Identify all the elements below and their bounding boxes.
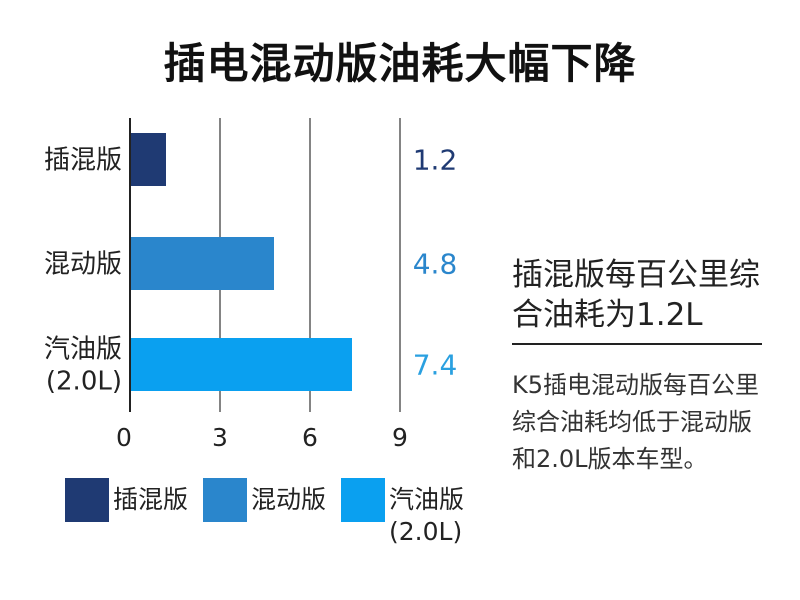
legend-label: 汽油版 (2.0L) <box>389 485 465 546</box>
chart-legend: 插混版 混动版 汽油版 (2.0L) <box>65 478 505 558</box>
category-label: 插混版 <box>44 146 122 176</box>
bar <box>130 338 352 391</box>
legend-label: 混动版 <box>251 485 327 514</box>
x-tick-label: 6 <box>302 423 318 452</box>
side-heading: 插混版每百公里综合油耗为1.2L <box>512 257 760 333</box>
legend-swatch <box>203 478 247 522</box>
value-label: 1.2 <box>413 144 458 177</box>
bar <box>130 133 166 186</box>
side-divider <box>512 343 762 345</box>
side-description: K5插电混动版每百公里综合油耗均低于混动版和2.0L版本车型。 <box>512 371 760 473</box>
legend-swatch <box>65 478 109 522</box>
category-label: 汽油版(2.0L) <box>44 335 122 397</box>
x-tick-label: 0 <box>116 423 132 452</box>
page-title: 插电混动版油耗大幅下降 <box>163 39 637 88</box>
legend-label: 插混版 <box>113 485 189 514</box>
legend-swatch <box>341 478 385 522</box>
value-label: 7.4 <box>413 349 458 382</box>
x-tick-label: 9 <box>392 423 408 452</box>
category-label: 混动版 <box>44 250 122 280</box>
x-tick-label: 3 <box>212 423 228 452</box>
value-label: 4.8 <box>413 248 458 281</box>
bar <box>130 237 274 290</box>
